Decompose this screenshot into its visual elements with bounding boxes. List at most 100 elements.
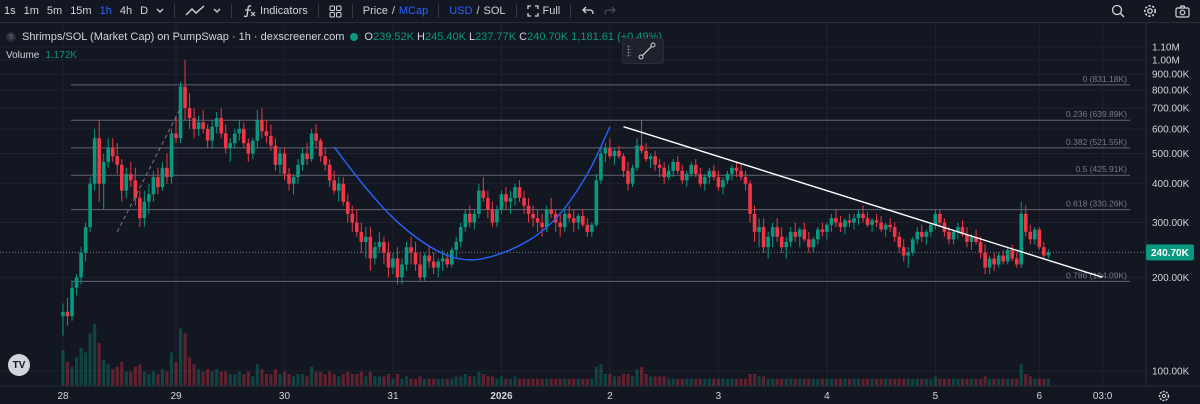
time-tick-label: 03:0	[1093, 391, 1113, 402]
candle-body	[205, 128, 210, 141]
candle-body	[278, 153, 282, 165]
volume-bar	[969, 378, 974, 386]
redo-button[interactable]	[599, 5, 621, 17]
indicators-button[interactable]: Indicators	[238, 4, 312, 18]
axis-settings-icon[interactable]	[1158, 390, 1170, 402]
screenshot-button[interactable]	[1171, 4, 1194, 18]
volume-bar	[441, 378, 445, 386]
candle-body	[210, 126, 214, 141]
candle-body	[214, 118, 219, 127]
volume-bar	[897, 378, 901, 386]
fullscreen-icon	[526, 5, 539, 17]
chart-type-button[interactable]	[181, 5, 209, 17]
price-tick-label: 900.00K	[1152, 70, 1190, 81]
volume-bar	[626, 374, 630, 386]
mcap-option[interactable]: MCap	[398, 5, 429, 17]
undo-button[interactable]	[577, 5, 599, 17]
grid-layout-icon	[329, 5, 342, 17]
volume-bar	[789, 378, 793, 386]
candle-body	[183, 86, 187, 109]
timeframe-dropdown-button[interactable]	[152, 8, 168, 14]
candle-body	[160, 167, 165, 188]
candle-body	[752, 213, 757, 232]
volume-bar	[373, 376, 377, 386]
candle-body	[549, 209, 553, 214]
usd-option[interactable]: USD	[449, 5, 473, 17]
last-price-label: 240.70K	[1151, 248, 1190, 259]
candle-body	[142, 201, 147, 219]
candle-body	[359, 231, 364, 242]
volume-bar	[563, 378, 567, 386]
drag-handle-icon[interactable]	[627, 45, 631, 57]
volume-bar	[346, 371, 350, 386]
settings-button[interactable]	[1139, 4, 1161, 18]
price-mcap-toggle[interactable]: Price / MCap	[359, 5, 432, 17]
candle-body	[431, 261, 436, 268]
candle-body	[883, 224, 888, 230]
trendline-tool-icon[interactable]	[638, 42, 656, 60]
candle-body	[74, 277, 79, 288]
volume-bar	[178, 328, 183, 386]
sol-option[interactable]: SOL	[483, 5, 506, 17]
volume-bar	[169, 352, 174, 386]
candle-body	[463, 213, 468, 228]
candle-body	[739, 170, 743, 178]
volume-bar	[337, 376, 341, 386]
volume-bar	[477, 371, 481, 386]
price-option[interactable]: Price	[362, 5, 388, 17]
candle-body	[865, 218, 870, 225]
candle-body	[445, 258, 449, 265]
volume-bar	[355, 374, 359, 386]
candle-body	[327, 164, 332, 181]
layout-button[interactable]	[325, 5, 346, 18]
volume-label: Volume	[6, 50, 40, 61]
volume-bar	[84, 352, 88, 386]
candle-body	[522, 197, 526, 206]
candle-body	[779, 236, 784, 248]
fullscreen-button[interactable]: Full	[523, 5, 565, 17]
volume-bar	[811, 378, 815, 386]
timeframe-1s[interactable]: 1s	[4, 5, 16, 17]
volume-bar	[517, 378, 522, 386]
candle-body	[187, 108, 192, 119]
candle-body	[400, 264, 404, 278]
volume-bar	[572, 378, 576, 386]
candle-body	[630, 167, 635, 184]
price-mcap-separator: /	[391, 5, 395, 17]
time-tick-label: 5	[933, 391, 939, 402]
price-axis-bg	[1146, 23, 1200, 386]
candle-body	[816, 229, 820, 240]
timeframe-1h[interactable]: 1h	[99, 5, 112, 17]
timeframe-15m[interactable]: 15m	[70, 5, 92, 17]
high-label: H	[417, 31, 425, 43]
currency-toggle[interactable]: USD / SOL	[445, 5, 509, 17]
candle-body	[377, 241, 382, 248]
volume-bar	[508, 378, 513, 386]
timeframe-1d[interactable]: D	[140, 5, 149, 17]
chart-type-dropdown-button[interactable]	[209, 8, 225, 14]
zoom-search-button[interactable]	[1107, 4, 1129, 18]
volume-bar	[278, 374, 282, 386]
volume-bar	[418, 376, 422, 386]
volume-bar	[743, 378, 748, 386]
volume-bar	[237, 371, 241, 386]
timeframe-4h[interactable]: 4h	[119, 5, 133, 17]
timeframe-1m[interactable]: 1m	[23, 5, 39, 17]
candle-body	[251, 140, 255, 154]
candle-body	[382, 241, 386, 253]
drawing-toolbar[interactable]	[622, 38, 664, 64]
volume-bar	[766, 378, 770, 386]
volume-bar	[680, 378, 684, 386]
timeframe-5m[interactable]: 5m	[46, 5, 63, 17]
price-tick-label: 300.00K	[1152, 218, 1190, 229]
tradingview-logo[interactable]: TV	[8, 354, 30, 376]
candle-body	[404, 247, 409, 265]
volume-bar	[956, 378, 960, 386]
volume-bar	[671, 378, 675, 386]
volume-bar	[847, 378, 852, 386]
candle-body	[811, 239, 816, 248]
volume-bar	[310, 366, 314, 386]
candle-body	[594, 180, 599, 225]
candle-body	[788, 231, 793, 242]
